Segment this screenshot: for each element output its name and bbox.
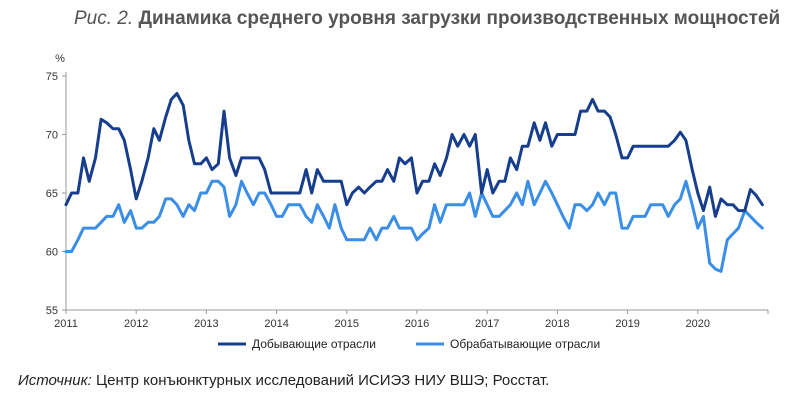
y-axis: 55 60 65 70 75 xyxy=(46,71,67,317)
figure-title: Рис. 2. Динамика среднего уровня загрузк… xyxy=(74,8,780,30)
figure-label: Рис. 2. xyxy=(74,8,134,29)
y-tick-label: 55 xyxy=(46,305,58,317)
x-tick-label: 2017 xyxy=(475,318,499,330)
series-line-1 xyxy=(64,92,764,218)
legend: Добывающие отрасли Обрабатывающие отрасли xyxy=(218,337,600,351)
y-tick-label: 65 xyxy=(46,188,58,200)
x-tick-label: 2012 xyxy=(124,318,148,330)
source-label: Источник: xyxy=(18,372,92,389)
x-tick-label: 2011 xyxy=(54,318,78,330)
series-line-2 xyxy=(64,179,764,273)
source-note: Источник: Центр конъюнктурных исследован… xyxy=(18,372,549,389)
x-tick-label: 2016 xyxy=(405,318,429,330)
source-text: Центр конъюнктурных исследований ИСИЭЗ Н… xyxy=(96,372,550,389)
x-tick-label: 2015 xyxy=(335,318,359,330)
x-tick-label: 2020 xyxy=(686,318,710,330)
x-tick-label: 2019 xyxy=(615,318,639,330)
legend-label-2: Обрабатывающие отрасли xyxy=(450,337,600,351)
legend-label-1: Добывающие отрасли xyxy=(252,337,376,351)
x-tick-label: 2013 xyxy=(194,318,218,330)
y-axis-unit: % xyxy=(55,53,65,65)
y-tick-label: 60 xyxy=(46,247,58,259)
x-tick-label: 2014 xyxy=(264,318,288,330)
y-tick-label: 75 xyxy=(46,71,58,83)
x-axis: 2011 2012 2013 2014 2015 2016 2017 2018 2019 2020 xyxy=(54,309,769,330)
figure-title-text: Динамика среднего уровня загрузки произв… xyxy=(138,8,781,29)
x-tick-label: 2018 xyxy=(545,318,569,330)
y-tick-label: 70 xyxy=(46,130,58,142)
series-lines xyxy=(64,92,764,273)
